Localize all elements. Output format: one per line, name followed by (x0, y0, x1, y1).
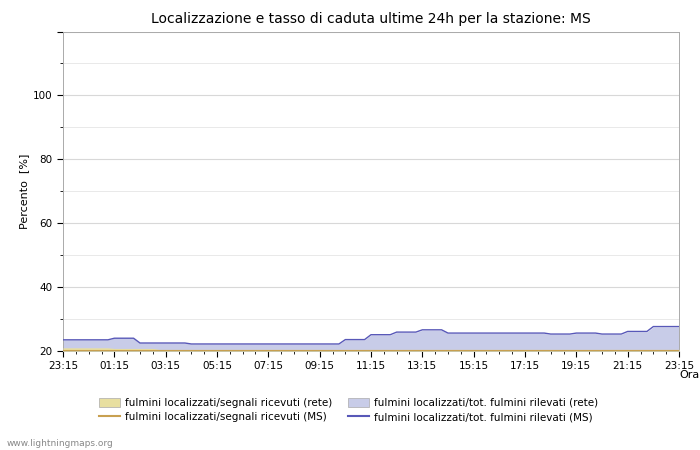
Text: Orario: Orario (679, 370, 700, 380)
Text: www.lightningmaps.org: www.lightningmaps.org (7, 439, 113, 448)
Y-axis label: Percento  [%]: Percento [%] (19, 153, 29, 229)
Title: Localizzazione e tasso di caduta ultime 24h per la stazione: MS: Localizzazione e tasso di caduta ultime … (151, 12, 591, 26)
Legend: fulmini localizzati/segnali ricevuti (rete), fulmini localizzati/segnali ricevut: fulmini localizzati/segnali ricevuti (re… (99, 398, 598, 423)
